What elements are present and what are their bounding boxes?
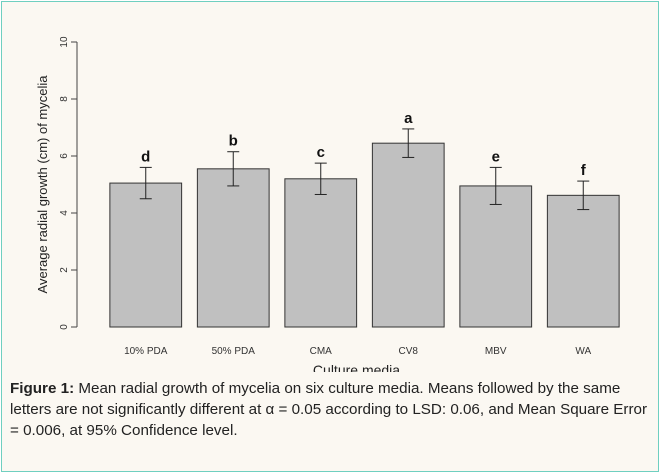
x-tick-label: 50% PDA [212, 346, 256, 357]
bar [459, 185, 533, 328]
y-tick-label: 8 [59, 96, 70, 102]
x-tick-label: 10% PDA [124, 346, 168, 357]
significance-letter: c [317, 144, 325, 161]
y-tick-label: 2 [59, 267, 70, 273]
bar [284, 178, 358, 328]
caption-label: Figure 1: [10, 380, 75, 397]
x-tick-label: WA [575, 346, 591, 357]
significance-letter: d [141, 148, 150, 165]
x-tick-label: CMA [310, 346, 333, 357]
y-tick-label: 6 [59, 153, 70, 159]
significance-letter: b [229, 133, 238, 150]
significance-letter: e [492, 148, 500, 165]
x-axis-title: Culture media [313, 362, 400, 372]
figure-caption: Figure 1: Mean radial growth of mycelia … [10, 378, 650, 441]
y-tick-label: 0 [59, 324, 70, 330]
y-axis-title: Average radial growth (cm) of mycelia [35, 75, 50, 294]
bar [196, 168, 270, 328]
caption-text: Mean radial growth of mycelia on six cul… [10, 380, 648, 439]
bar [371, 142, 445, 328]
bar [109, 182, 183, 328]
x-tick-label: MBV [485, 346, 507, 357]
significance-letter: f [581, 162, 587, 179]
x-tick-label: CV8 [399, 346, 419, 357]
y-tick-label: 4 [59, 210, 70, 216]
bar-chart: 0 2 4 6 8 10 d b c a e f 10% PDA 50% PDA CMA CV8 MBV WA… [35, 36, 620, 372]
y-tick-label: 10 [59, 36, 70, 48]
bar [546, 194, 620, 328]
significance-letter: a [404, 110, 413, 127]
